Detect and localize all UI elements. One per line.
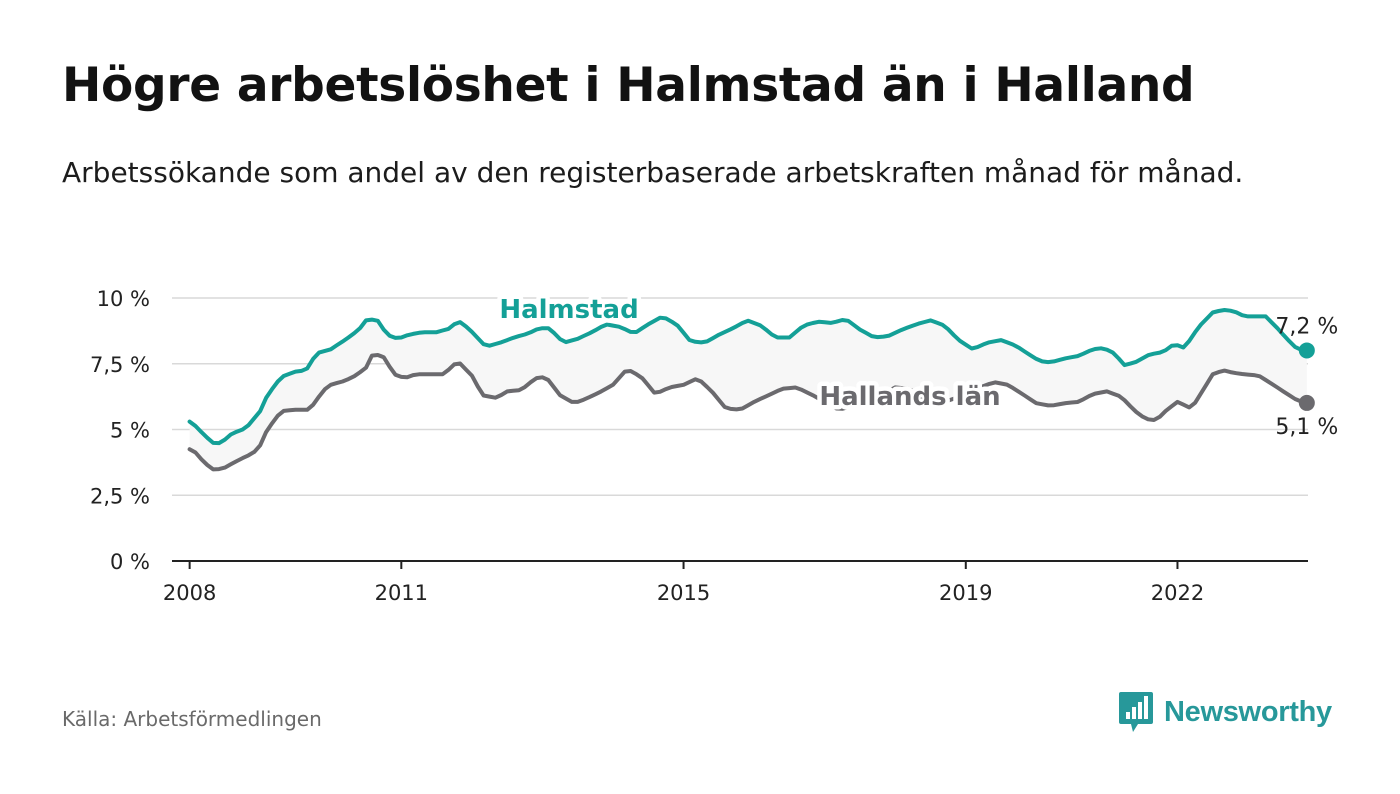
series-line-halmstad	[187, 308, 1309, 446]
y-tick-label: 7,5 %	[90, 353, 150, 377]
x-tick-label: 2022	[1151, 581, 1204, 605]
y-tick-label: 2,5 %	[90, 484, 150, 508]
gap-area	[189, 310, 1307, 470]
series-line-hallands-lan	[187, 353, 1309, 472]
brand-name: Newsworthy	[1164, 695, 1332, 728]
chart-subtitle: Arbetssökande som andel av den registerb…	[62, 156, 1244, 189]
y-tick-label: 10 %	[97, 287, 150, 311]
series-label-halmstad-halo: Halmstad	[499, 295, 638, 325]
end-label-halmstad: 7,2 %	[1275, 314, 1338, 339]
series-label-hallands-lan: Hallands län	[819, 382, 1000, 412]
source-note: Källa: Arbetsförmedlingen	[62, 707, 322, 731]
bar-chart-speech-bubble-icon	[1119, 692, 1153, 732]
gap-band	[189, 310, 1307, 470]
y-tick-label: 0 %	[110, 550, 150, 574]
x-tick-label: 2011	[375, 581, 428, 605]
end-marker-halmstad	[1298, 342, 1315, 359]
y-tick-label: 5 %	[110, 419, 150, 443]
x-tick-label: 2019	[939, 581, 992, 605]
brand-logo[interactable]: Newsworthy	[1118, 690, 1332, 734]
end-label-hallands-lan: 5,1 %	[1275, 415, 1338, 440]
series-label-halmstad: Halmstad	[499, 295, 638, 325]
series-label-hallands-lan-halo: Hallands län	[819, 382, 1000, 412]
x-tick-label: 2015	[657, 581, 710, 605]
series-lines	[187, 308, 1315, 472]
axis-ticks: 0 % 2,5 % 5 % 7,5 % 10 % 2008 2011 2015 2019 2022	[90, 287, 1308, 605]
end-marker-hallands-lan	[1298, 394, 1315, 411]
x-tick-label: 2008	[163, 581, 216, 605]
page-title: Högre arbetslöshet i Halmstad än i Halla…	[62, 58, 1195, 113]
